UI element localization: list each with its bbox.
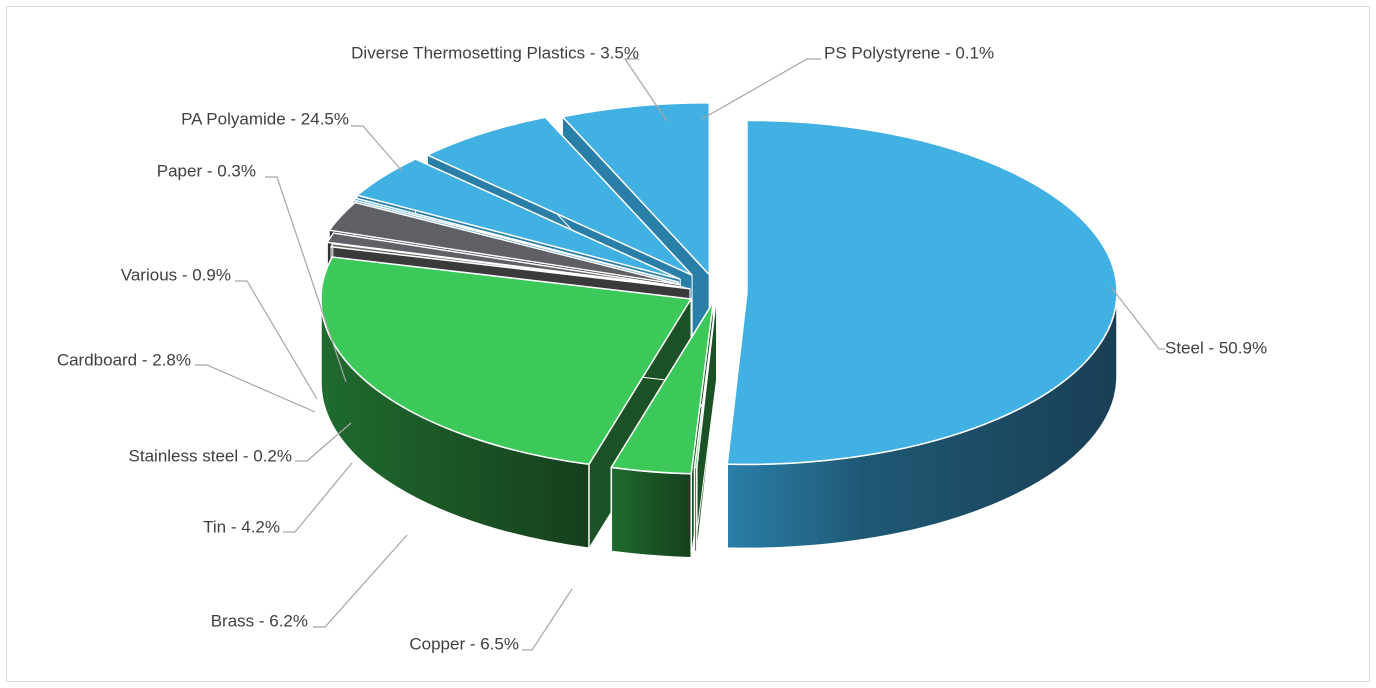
slice-top (726, 119, 1118, 466)
slice-top (351, 197, 679, 283)
slice-side-wall (693, 466, 698, 553)
leader-line (195, 364, 316, 413)
leader-line (235, 280, 318, 400)
slice-side-wall (610, 466, 692, 559)
data-label-brass: Brass - 6.2% (211, 611, 308, 630)
data-label-pa-polyamide: PA Polyamide - 24.5% (181, 109, 349, 128)
leader-line (623, 58, 668, 122)
slice-top (425, 116, 693, 276)
slice-top (355, 158, 681, 280)
data-label-stainless-steel: Stainless steel - 0.2% (129, 446, 292, 465)
slice-top (320, 256, 693, 466)
leader-line (313, 534, 408, 628)
slice-top (561, 101, 711, 277)
slice-top (693, 295, 718, 469)
slice-top (329, 242, 691, 290)
data-label-copper: Copper - 6.5% (409, 634, 519, 653)
data-label-tin: Tin - 4.2% (203, 517, 280, 536)
pie-chart: Steel - 50.9% PS Polystyrene - 0.1% Divers… (57, 43, 1267, 653)
data-label-steel: Steel - 50.9% (1165, 338, 1267, 357)
leader-line (701, 58, 821, 120)
chart-area: Steel - 50.9% PS Polystyrene - 0.1% Divers… (6, 6, 1370, 682)
slice-top (610, 301, 715, 475)
leader-line (283, 462, 353, 533)
data-label-diverse-thermosetting-plastics: Diverse Thermosetting Plastics - 3.5% (351, 43, 639, 62)
pie-slice-ps-polystyrene (693, 295, 718, 553)
pie-slice-steel (726, 119, 1118, 550)
leader-line (1110, 286, 1165, 350)
data-label-ps-polystyrene: PS Polystyrene - 0.1% (824, 43, 994, 62)
slice-top (327, 201, 681, 286)
data-label-paper: Paper - 0.3% (157, 161, 256, 180)
leader-line (522, 588, 573, 651)
slice-top (326, 232, 685, 289)
data-label-cardboard: Cardboard - 2.8% (57, 350, 191, 369)
leader-line (265, 176, 347, 383)
leader-line (295, 422, 352, 462)
leader-line (351, 125, 403, 172)
data-label-various: Various - 0.9% (121, 265, 231, 284)
